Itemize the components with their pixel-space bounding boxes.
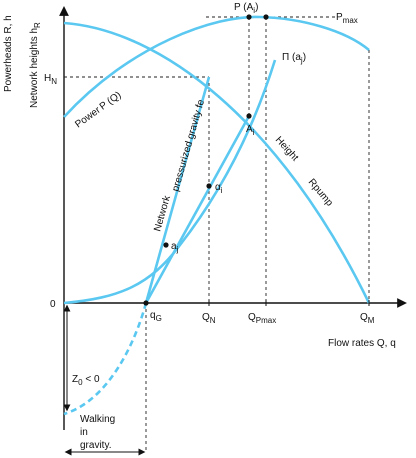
hn-label: HN — [44, 73, 57, 86]
point-pmax — [263, 14, 269, 20]
pmax-label: Pmax — [336, 12, 358, 25]
network-line-alpha — [144, 76, 211, 304]
x-axis-label: Flow rates Q, q — [328, 338, 396, 349]
in-label: in — [80, 427, 88, 438]
qn-label: QN — [202, 312, 216, 325]
point-ai — [246, 113, 252, 119]
origin-label: 0 — [50, 299, 56, 310]
gravity-curve — [63, 302, 148, 416]
ai-label: Ai — [246, 124, 255, 137]
power-curve-label: PowerP (Q) — [73, 90, 123, 131]
p-ai-label: P (Ai) — [234, 2, 258, 15]
pump-curve-label: Rpump — [306, 177, 335, 209]
pump-height-curve — [63, 21, 371, 304]
y-axis-label-network: Network heights hR — [29, 22, 42, 108]
pressurized-curve-label: pressurized gravity fe — [170, 98, 207, 193]
network-line-ai — [144, 115, 251, 304]
point-p-ai — [246, 14, 252, 20]
point-aj — [163, 242, 169, 248]
gravity-label: gravity. — [80, 440, 112, 451]
network-pressure-curve — [63, 59, 277, 305]
z0-label: Z0 < 0 — [72, 374, 100, 387]
alpha-i-label: αi — [215, 182, 223, 195]
walking-label: Walking — [80, 414, 115, 425]
y-axis-label-main: Powerheads R, h — [3, 15, 14, 92]
qpmax-label: QPmax — [248, 312, 276, 325]
pi-aj-label: Π (aj) — [282, 52, 306, 65]
height-curve-label: Height — [273, 135, 301, 164]
point-alpha-i — [206, 183, 212, 189]
aj-label: aj — [171, 241, 179, 254]
qg-label: qG — [150, 310, 162, 323]
point-qg — [143, 300, 149, 306]
qm-label: QM — [360, 312, 375, 325]
power-curve — [63, 15, 370, 118]
